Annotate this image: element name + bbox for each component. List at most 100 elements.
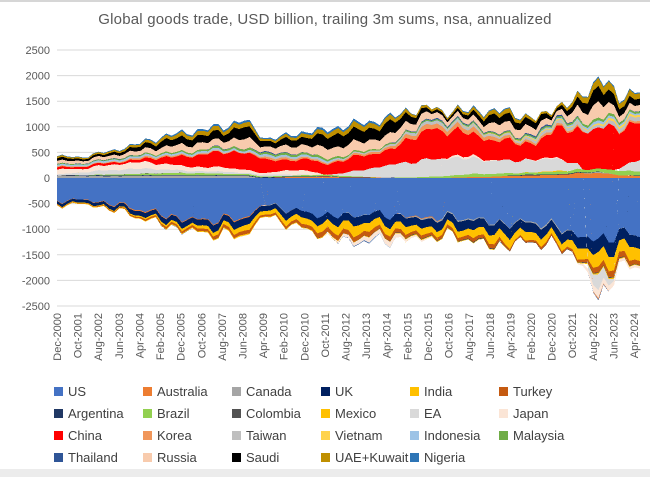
legend-item-canada: Canada: [232, 382, 321, 400]
x-axis-tick: Oct-2001: [73, 313, 85, 358]
legend-item-argentina: Argentina: [54, 404, 143, 422]
y-axis-tick: -1500: [22, 250, 50, 262]
legend-swatch-japan: [499, 408, 508, 418]
x-axis-tick: Jun-2023: [608, 313, 620, 359]
legend-label-japan: Japan: [513, 405, 549, 421]
series-area-brazil: [57, 168, 640, 178]
legend-item-uk: UK: [321, 382, 410, 400]
legend-label-brazil: Brazil: [157, 405, 190, 421]
legend-label-russia: Russia: [157, 449, 197, 465]
x-axis-tick: Dec-2000: [52, 313, 64, 361]
x-axis-tick: Apr-2019: [505, 313, 517, 358]
x-axis-tick: Apr-2024: [629, 313, 641, 358]
legend-label-china: China: [68, 427, 102, 443]
series-area-indonesia: [57, 111, 640, 253]
series-area-vietnam: [57, 113, 640, 244]
legend-item-malaysia: Malaysia: [499, 426, 588, 444]
legend-item-us: US: [54, 382, 143, 400]
x-axis-tick: Aug-2022: [588, 313, 600, 361]
x-axis-tick: Jun-2018: [485, 313, 497, 359]
legend-swatch-us: [54, 386, 63, 396]
legend-swatch-colombia: [232, 408, 241, 418]
legend-item-thailand: Thailand: [54, 448, 143, 466]
series-area-saudi: [57, 85, 640, 162]
legend-label-ea: EA: [424, 405, 442, 421]
legend-item-korea: Korea: [143, 426, 232, 444]
x-axis-tick: Dec-2020: [547, 313, 559, 361]
legend-item-japan: Japan: [499, 404, 588, 422]
y-axis-tick: 500: [32, 147, 50, 159]
legend-item-mexico: Mexico: [321, 404, 410, 422]
series-area-india: [57, 201, 640, 272]
x-axis-tick: Oct-2011: [320, 313, 332, 357]
x-axis-tick: Jun-2008: [238, 313, 250, 359]
legend-swatch-australia: [143, 386, 152, 396]
x-axis-tick: Dec-2015: [423, 313, 435, 361]
x-axis-tick: Dec-2010: [299, 313, 311, 361]
series-area-russia: [57, 101, 640, 164]
legend-label-taiwan: Taiwan: [246, 427, 287, 443]
x-axis-tick: Feb-2015: [402, 313, 414, 360]
legend-item-vietnam: Vietnam: [321, 426, 410, 444]
legend-label-canada: Canada: [246, 383, 292, 399]
legend-item-russia: Russia: [143, 448, 232, 466]
legend-label-malaysia: Malaysia: [513, 427, 565, 443]
x-axis-tick: Apr-2014: [382, 313, 394, 358]
x-axis-tick: Jun-2013: [361, 313, 373, 359]
legend-item-ea: EA: [410, 404, 499, 422]
legend-swatch-china: [54, 430, 63, 440]
x-axis-tick: Apr-2009: [258, 313, 270, 358]
y-axis-tick: 2500: [26, 45, 50, 57]
legend-label-saudi: Saudi: [246, 449, 280, 465]
legend-label-argentina: Argentina: [68, 405, 124, 421]
x-axis-tick: Feb-2020: [526, 313, 538, 360]
window-edge-bottom: [0, 469, 650, 477]
series-area-australia: [57, 172, 640, 226]
x-axis-tick: Feb-2005: [155, 313, 167, 360]
y-axis-tick: -2500: [22, 301, 50, 313]
y-axis-tick: 1000: [26, 122, 50, 134]
y-axis-tick: 1500: [26, 96, 50, 108]
legend-label-uae-kuwait: UAE+Kuwait: [335, 449, 409, 465]
legend-item-nigeria: Nigeria: [410, 448, 499, 466]
legend-swatch-india: [410, 386, 419, 396]
x-axis-tick: Aug-2012: [341, 313, 353, 361]
legend-swatch-uae-kuwait: [321, 452, 330, 462]
window-edge-top: [0, 0, 650, 2]
legend-swatch-russia: [143, 452, 152, 462]
series-area-nigeria: [57, 76, 640, 158]
series-area-malaysia: [57, 109, 640, 165]
legend-label-mexico: Mexico: [335, 405, 377, 421]
plot-area: -2500 -2000 -1500 -1000 -500 0 500 1000 1500 2000…: [22, 45, 641, 361]
legend-label-nigeria: Nigeria: [424, 449, 466, 465]
legend-swatch-saudi: [232, 452, 241, 462]
legend-swatch-thailand: [54, 452, 63, 462]
y-axis-tick: -1000: [22, 224, 50, 236]
chart-legend: US Australia Canada UK India Turkey Argentina B…: [54, 382, 614, 466]
y-axis-tick: 2000: [26, 71, 50, 83]
legend-swatch-uk: [321, 386, 330, 396]
x-axis-tick: Oct-2006: [196, 313, 208, 358]
legend-swatch-taiwan: [232, 430, 241, 440]
legend-swatch-argentina: [54, 408, 63, 418]
legend-swatch-brazil: [143, 408, 152, 418]
legend-swatch-ea: [410, 408, 419, 418]
series-area-china: [57, 121, 640, 175]
series-area-turkey: [57, 201, 640, 278]
x-axis-tick: Feb-2010: [279, 313, 291, 360]
x-axis-tick: Aug-2007: [217, 313, 229, 361]
series-area-us: [57, 178, 640, 243]
legend-item-colombia: Colombia: [232, 404, 321, 422]
x-axis-tick: Dec-2005: [176, 313, 188, 361]
legend-item-australia: Australia: [143, 382, 232, 400]
legend-swatch-indonesia: [410, 430, 419, 440]
legend-swatch-turkey: [499, 386, 508, 396]
legend-item-india: India: [410, 382, 499, 400]
legend-swatch-vietnam: [321, 430, 330, 440]
legend-label-turkey: Turkey: [513, 383, 553, 399]
legend-label-us: US: [68, 383, 87, 399]
legend-label-indonesia: Indonesia: [424, 427, 481, 443]
legend-label-korea: Korea: [157, 427, 192, 443]
legend-label-uk: UK: [335, 383, 354, 399]
